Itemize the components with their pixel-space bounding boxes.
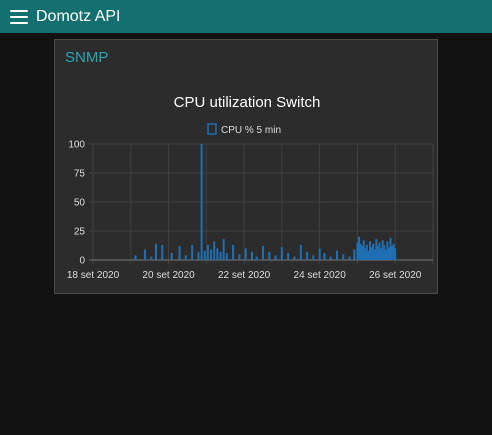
bar xyxy=(232,244,235,260)
x-tick-label: 24 set 2020 xyxy=(294,270,347,281)
bar xyxy=(306,251,309,260)
bar xyxy=(170,253,173,260)
bar xyxy=(191,244,194,260)
cpu-chart: CPU utilization Switch CPU % 5 min 0 25 50 75… xyxy=(67,94,434,281)
bar xyxy=(268,251,271,260)
bar xyxy=(203,250,206,260)
bar xyxy=(312,255,315,260)
bar xyxy=(384,249,387,260)
bar xyxy=(392,243,395,260)
bar xyxy=(206,244,209,260)
bar xyxy=(299,244,302,260)
bar xyxy=(274,255,277,260)
bar xyxy=(287,253,290,260)
bar xyxy=(216,248,219,260)
bar xyxy=(342,254,345,260)
hamburger-menu-icon[interactable] xyxy=(10,9,28,24)
bar xyxy=(361,246,364,260)
bar xyxy=(356,242,359,260)
bar xyxy=(394,248,397,260)
bar xyxy=(364,248,367,260)
bar xyxy=(222,239,225,260)
bar xyxy=(318,248,321,260)
bar xyxy=(154,243,157,260)
bar xyxy=(353,249,356,260)
bar xyxy=(373,249,376,260)
bar xyxy=(280,247,283,260)
y-tick-label: 0 xyxy=(79,256,85,267)
bar xyxy=(150,256,153,260)
x-tick-label: 22 set 2020 xyxy=(218,270,271,281)
bar xyxy=(219,251,222,260)
app-bar: Domotz API xyxy=(0,0,492,33)
bar xyxy=(358,236,361,260)
bar xyxy=(134,255,137,260)
bar xyxy=(329,256,332,260)
y-tick-label: 75 xyxy=(74,169,86,180)
bar xyxy=(362,240,365,260)
y-tick-label: 25 xyxy=(74,227,86,238)
bar xyxy=(365,244,368,260)
snmp-card: SNMP CPU utilization Switch CPU % 5 min 0 2… xyxy=(54,39,438,294)
bar xyxy=(143,249,146,260)
legend-swatch xyxy=(207,123,217,135)
x-tick-label: 18 set 2020 xyxy=(67,270,120,281)
bar xyxy=(378,242,381,260)
bar xyxy=(375,239,378,260)
bar xyxy=(323,253,326,260)
bar xyxy=(255,256,258,260)
card-title: SNMP xyxy=(65,49,109,66)
bar xyxy=(369,241,372,260)
bar xyxy=(161,244,164,260)
bar xyxy=(372,243,375,260)
bar xyxy=(178,246,181,260)
bar xyxy=(367,250,370,260)
bar xyxy=(184,255,187,260)
x-tick-label: 20 set 2020 xyxy=(142,270,195,281)
bar xyxy=(386,241,389,260)
bar xyxy=(244,248,247,260)
bar xyxy=(380,248,383,260)
bar xyxy=(262,246,264,260)
y-tick-label: 100 xyxy=(68,140,85,151)
bar xyxy=(210,249,213,260)
bar xyxy=(250,251,253,260)
bar xyxy=(197,251,200,260)
bar xyxy=(387,247,390,260)
bar xyxy=(389,237,392,260)
bar xyxy=(381,240,384,260)
bar xyxy=(359,243,362,260)
bar xyxy=(238,254,241,260)
chart-title: CPU utilization Switch xyxy=(174,94,321,111)
bar xyxy=(213,241,216,260)
bar xyxy=(225,253,228,260)
bar xyxy=(348,256,351,260)
bar xyxy=(391,246,394,260)
app-title: Domotz API xyxy=(36,7,121,25)
y-tick-label: 50 xyxy=(74,198,86,209)
x-tick-label: 26 set 2020 xyxy=(369,270,422,281)
bar xyxy=(200,144,203,260)
bar xyxy=(376,246,379,260)
legend-label: CPU % 5 min xyxy=(221,125,281,136)
bar xyxy=(335,250,338,260)
bar xyxy=(293,256,296,260)
bar xyxy=(383,244,386,260)
bar xyxy=(370,247,373,260)
